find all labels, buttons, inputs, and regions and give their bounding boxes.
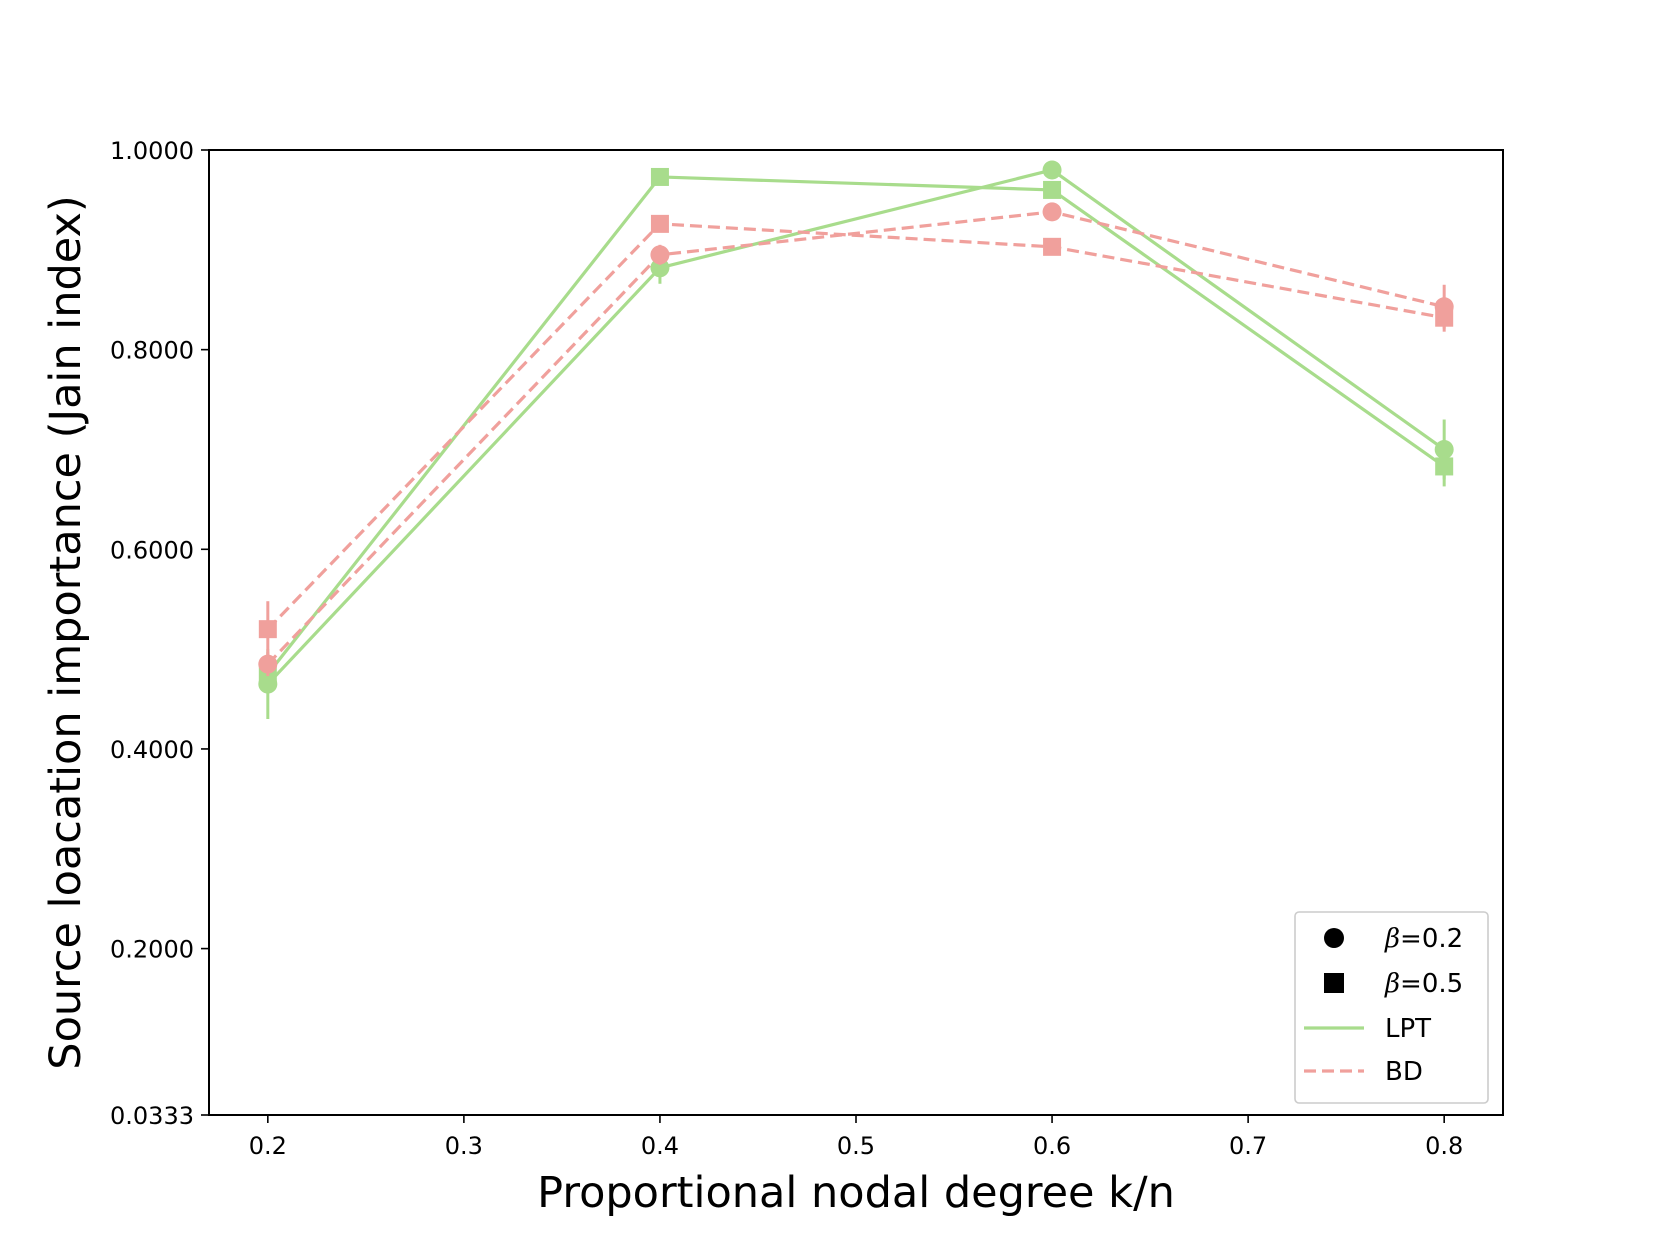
data-point-square: [1435, 308, 1454, 327]
x-tick-label: 0.8: [1425, 1132, 1463, 1160]
series-layer: [258, 160, 1454, 719]
y-tick-label: 1.0000: [110, 137, 194, 165]
data-point-square: [650, 167, 669, 186]
y-axis-label: Source loacation importance (Jain index): [41, 195, 91, 1069]
legend-label-value: =0.5: [1400, 969, 1463, 999]
y-tick-label: 0.4000: [110, 736, 194, 764]
legend-label: β=0.2: [1384, 924, 1463, 954]
x-tick-label: 0.2: [249, 1132, 287, 1160]
series-bd-beta-05: [258, 214, 1454, 658]
legend-box: [1294, 911, 1489, 1104]
legend-label-symbol: β: [1384, 924, 1400, 954]
data-point-circle: [258, 654, 278, 674]
data-point-square: [258, 620, 277, 639]
x-axis: 0.2 0.3 0.4 0.5 0.6 0.7 0.8: [249, 1115, 1463, 1160]
legend-label: β=0.5: [1384, 969, 1463, 999]
data-point-circle: [650, 245, 670, 265]
x-tick-label: 0.5: [837, 1132, 875, 1160]
data-point-square: [1043, 180, 1062, 199]
x-tick-label: 0.3: [445, 1132, 483, 1160]
series-line: [266, 210, 1445, 666]
x-tick-label: 0.7: [1229, 1132, 1267, 1160]
y-tick-label: 0.0333: [110, 1102, 194, 1130]
legend-label-value: =0.2: [1400, 924, 1463, 954]
legend-label: LPT: [1385, 1014, 1431, 1044]
legend-label: BD: [1385, 1057, 1423, 1087]
y-axis: 0.0333 0.2000 0.4000 0.6000 0.8000 1.0000: [110, 137, 209, 1130]
legend-marker-square: [1324, 973, 1344, 993]
series-bd-beta-02: [258, 202, 1454, 677]
y-tick-label: 0.2000: [110, 936, 194, 964]
series-line: [266, 222, 1445, 631]
data-point-square: [1435, 457, 1454, 476]
x-tick-label: 0.6: [1033, 1132, 1071, 1160]
data-point-circle: [1042, 160, 1062, 180]
x-axis-label: Proportional nodal degree k/n: [537, 1168, 1175, 1218]
series-line: [266, 175, 1446, 676]
y-tick-label: 0.6000: [110, 536, 194, 564]
data-point-square: [650, 214, 669, 233]
y-tick-label: 0.8000: [110, 337, 194, 365]
legend-marker-circle: [1324, 928, 1344, 948]
data-point-circle: [1042, 202, 1062, 222]
x-tick-label: 0.4: [641, 1132, 679, 1160]
legend-label-symbol: β: [1384, 969, 1400, 999]
data-point-square: [1043, 237, 1062, 256]
series-line: [266, 168, 1446, 686]
